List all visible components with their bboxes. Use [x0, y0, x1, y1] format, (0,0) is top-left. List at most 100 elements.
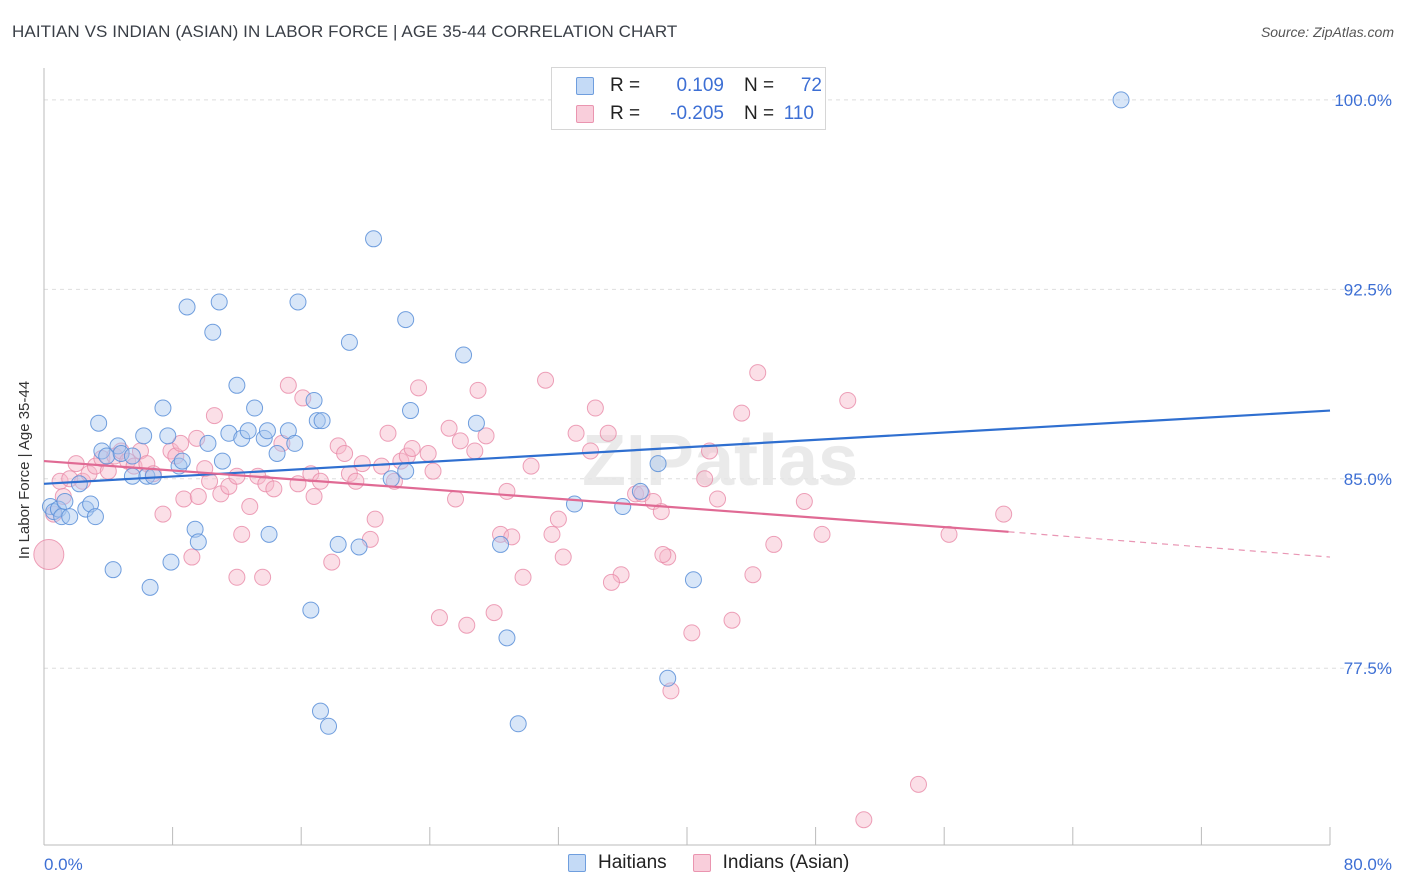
- indians-point: [451, 432, 469, 450]
- indians-r-value: -0.205: [670, 103, 724, 124]
- haitians-point: [286, 434, 304, 452]
- indians-point: [654, 546, 672, 564]
- indians-point: [228, 568, 246, 586]
- indians-n-label: N =: [744, 103, 775, 124]
- haitians-point: [82, 495, 100, 513]
- indians-point: [172, 434, 190, 452]
- haitians-point: [86, 508, 104, 526]
- x-tick-label-min: 0.0%: [44, 855, 83, 874]
- haitians-n-value: 72: [800, 75, 822, 96]
- haitians-point: [631, 482, 649, 500]
- indians-point: [336, 445, 354, 462]
- haitians-point: [350, 538, 368, 556]
- haitians-point: [204, 323, 222, 341]
- haitians-r-value: 0.109: [676, 75, 724, 96]
- indians-point: [419, 445, 437, 462]
- indians-point: [765, 535, 783, 553]
- trend-lines: [43, 409, 1331, 558]
- indians-point: [795, 492, 813, 510]
- haitians-point: [492, 535, 510, 553]
- haitians-point: [289, 293, 307, 311]
- haitians-point: [199, 434, 217, 452]
- haitians-point: [239, 422, 257, 440]
- legend-row-indians: R = -0.205 N = 110: [576, 101, 814, 127]
- indians-point: [839, 391, 857, 409]
- legend-row-haitians: R = 0.109 N = 72: [576, 73, 822, 99]
- indians-point: [466, 442, 484, 460]
- indians-point: [294, 389, 312, 407]
- indians-point: [410, 379, 428, 397]
- indians-point: [485, 604, 503, 622]
- correlation-legend: R = 0.109 N = 72 R = -0.205 N = 110: [551, 67, 826, 130]
- haitians-point: [467, 414, 485, 432]
- indians-point: [599, 424, 617, 442]
- haitians-legend-swatch: [568, 854, 586, 872]
- haitians-legend-label: Haitians: [598, 852, 667, 873]
- indians-point: [723, 611, 741, 629]
- haitians-n-label: N =: [744, 75, 775, 96]
- haitians-point: [260, 525, 278, 543]
- indians-swatch: [576, 105, 594, 123]
- haitians-trend-line: [43, 409, 1331, 485]
- haitians-point: [498, 629, 516, 647]
- haitians-point: [56, 492, 74, 510]
- haitians-point: [311, 702, 329, 720]
- y-tick-label: 92.5%: [1344, 280, 1392, 299]
- indians-point: [385, 472, 403, 490]
- haitians-point: [246, 399, 264, 417]
- indians-point: [477, 427, 495, 445]
- indians-point: [33, 539, 65, 571]
- indians-points: [33, 364, 1013, 829]
- indians-point: [602, 573, 620, 591]
- indians-point: [582, 442, 600, 460]
- haitians-point: [614, 498, 632, 516]
- haitians-point: [93, 442, 111, 460]
- indians-point: [154, 505, 172, 523]
- indians-point: [855, 811, 873, 829]
- haitians-point: [123, 467, 141, 485]
- haitians-point: [228, 376, 246, 394]
- indians-point: [379, 424, 397, 442]
- indians-point: [696, 470, 714, 488]
- chart-title: HAITIAN VS INDIAN (ASIAN) IN LABOR FORCE…: [12, 22, 678, 41]
- indians-point: [265, 480, 283, 498]
- haitians-point: [659, 669, 677, 687]
- indians-point: [241, 498, 259, 516]
- indians-point: [279, 376, 297, 394]
- indians-point: [188, 429, 206, 447]
- haitians-point: [382, 470, 400, 488]
- haitians-point: [213, 452, 231, 470]
- indians-point: [909, 775, 927, 793]
- indians-r-label: R =: [610, 103, 641, 124]
- indians-point: [458, 616, 476, 634]
- legend-item-haitians: Haitians: [568, 852, 667, 874]
- indians-point: [659, 548, 677, 566]
- indians-point: [366, 510, 384, 528]
- haitians-point: [178, 298, 196, 316]
- y-tick-label: 100.0%: [1334, 91, 1392, 110]
- series-legend: Haitians Indians (Asian): [568, 852, 875, 874]
- haitians-point: [154, 399, 172, 417]
- indians-point: [175, 490, 193, 508]
- indians-point: [183, 548, 201, 566]
- indians-point: [543, 525, 561, 543]
- haitians-point: [141, 578, 159, 596]
- haitians-point: [320, 717, 338, 735]
- indians-point: [549, 510, 567, 528]
- indians-point: [430, 609, 448, 627]
- indians-point: [709, 490, 727, 508]
- indians-point: [189, 487, 207, 505]
- watermark: ZIPatlas: [582, 421, 858, 501]
- indians-point: [522, 457, 540, 475]
- indians-trend-line: [43, 459, 1009, 533]
- indians-point: [627, 485, 645, 503]
- haitians-point: [455, 346, 473, 364]
- indians-legend-label: Indians (Asian): [722, 852, 850, 873]
- indians-point: [403, 439, 421, 457]
- x-tick-label-max: 80.0%: [1344, 855, 1392, 874]
- haitians-point: [220, 424, 238, 442]
- indians-point: [254, 568, 272, 586]
- indians-point: [537, 371, 555, 389]
- haitians-point: [104, 561, 122, 579]
- indians-point: [744, 566, 762, 584]
